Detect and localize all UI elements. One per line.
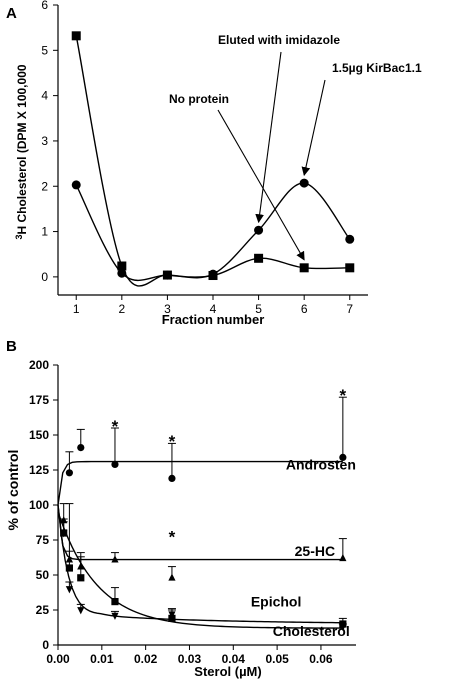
panel-b-cholesterol-point bbox=[60, 530, 68, 538]
panel-b-epichol-label: Epichol bbox=[251, 594, 302, 610]
panel-a-y-axis-label-text: H Cholesterol (DPM X 100,000 bbox=[15, 64, 29, 234]
panel-a-y-tick-label: 0 bbox=[41, 270, 48, 284]
panel-a-x-tick-label: 4 bbox=[210, 302, 217, 316]
panel-b-25-hc-point bbox=[168, 573, 176, 581]
panel-a-plot: Eluted with imidazole 1.5µg KirBac1.1 No p… bbox=[71, 31, 422, 287]
panel-b-x-tick-label: 0.04 bbox=[222, 652, 246, 666]
panel-b-significance-marker: * bbox=[340, 386, 347, 405]
panel-b-epichol-point bbox=[77, 574, 85, 582]
panel-a-annotation-arrow bbox=[217, 109, 305, 261]
panel-b-x-tick-label: 0.05 bbox=[265, 652, 289, 666]
panel-a-series-1-point bbox=[299, 178, 309, 188]
panel-a-series-2-point bbox=[117, 261, 127, 271]
panel-b-x-axis-label: Sterol (µM) bbox=[194, 664, 261, 679]
panel-b-y-tick-label: 50 bbox=[36, 568, 50, 582]
panel-a-y-tick-label: 1 bbox=[41, 225, 48, 239]
panel-b-epichol-point bbox=[65, 564, 73, 572]
panel-a-series-2-point bbox=[71, 31, 81, 41]
panel-b-epichol-fit-line bbox=[57, 511, 343, 629]
panel-b-plot: Androsten 25-HC Epichol Cholesterol * * * * bbox=[57, 386, 356, 639]
panel-b-cholesterol-point bbox=[77, 607, 85, 615]
panel-b-25-hc-label: 25-HC bbox=[295, 543, 335, 559]
panel-a-series-1-point bbox=[254, 225, 264, 235]
panel-b-axes: 0 25 50 75 100 125 150 175 200 0.00 0.01 0.02 0.03 0.… bbox=[29, 358, 356, 666]
panel-b-androsten-fit-line bbox=[57, 460, 343, 506]
panel-b-androsten-point bbox=[77, 444, 85, 452]
panel-a-y-tick-label: 2 bbox=[41, 179, 48, 193]
panel-b-androsten-point bbox=[339, 453, 347, 461]
panel-b-significance-marker: * bbox=[169, 432, 176, 451]
panel-b-cholesterol-point bbox=[65, 586, 73, 594]
panel-b-cholesterol-fit-line bbox=[57, 504, 343, 624]
panel-a-x-axis-label: Fraction number bbox=[162, 312, 265, 327]
panel-b-x-tick-label: 0.01 bbox=[90, 652, 114, 666]
panel-a-x-tick-label: 1 bbox=[73, 302, 80, 316]
panel-b-androsten-label: Androsten bbox=[286, 456, 356, 472]
panel-a-series-2-line bbox=[75, 35, 350, 287]
panel-b-cholesterol-point bbox=[111, 612, 119, 620]
panel-a-annotation-arrow bbox=[301, 79, 326, 176]
panel-a-y-tick-label: 6 bbox=[41, 0, 48, 12]
panel-a-series-2-point bbox=[299, 263, 309, 273]
panel-a-axes: 0 1 2 3 4 5 6 1 2 3 4 5 6 7 bbox=[41, 0, 368, 316]
panel-b-25-hc-fit-line bbox=[57, 504, 343, 561]
panel-b-x-tick-label: 0.03 bbox=[178, 652, 202, 666]
panel-b-y-tick-label: 150 bbox=[29, 428, 49, 442]
panel-b-cholesterol-point bbox=[168, 611, 176, 619]
panel-b-androsten-point bbox=[65, 469, 73, 477]
panel-b-androsten-point bbox=[168, 474, 176, 482]
panel-b-significance-marker: * bbox=[112, 417, 119, 436]
panel-b-25-hc-point bbox=[111, 555, 119, 563]
panel-a-x-tick-label: 3 bbox=[164, 302, 171, 316]
panel-b-y-tick-label: 175 bbox=[29, 393, 49, 407]
panel-a-series-2-point bbox=[345, 263, 355, 273]
panel-a-annotation-text: 1.5µg KirBac1.1 bbox=[332, 61, 422, 75]
panel-a-label: A bbox=[6, 5, 17, 22]
panel-a-y-tick-label: 3 bbox=[41, 134, 48, 148]
panel-a-series-2-point bbox=[162, 270, 172, 280]
panel-b-significance-marker: * bbox=[169, 527, 176, 546]
panel-b-y-axis-label: % of control bbox=[5, 450, 21, 531]
panel-a-series-1-point bbox=[71, 180, 81, 190]
panel-a-y-tick-label: 4 bbox=[41, 89, 48, 103]
panel-a-series-1-point bbox=[345, 234, 355, 244]
panel-b-x-tick-label: 0.02 bbox=[134, 652, 158, 666]
panel-a-x-tick-label: 6 bbox=[301, 302, 308, 316]
panel-a-x-tick-label: 7 bbox=[346, 302, 353, 316]
panel-b-androsten-point bbox=[111, 460, 119, 468]
panel-a-annotation-text: No protein bbox=[169, 92, 229, 106]
panel-b-y-tick-label: 100 bbox=[29, 498, 49, 512]
panel-b-25-hc-point bbox=[339, 553, 347, 562]
panel-b-y-tick-label: 25 bbox=[36, 603, 50, 617]
panel-a-y-axis-label-superscript: 3 bbox=[14, 235, 24, 240]
panel-b-label: B bbox=[6, 338, 17, 355]
panel-a-y-axis-label: 3H Cholesterol (DPM X 100,000 bbox=[14, 64, 29, 239]
panel-b-y-tick-label: 125 bbox=[29, 463, 49, 477]
panel-a-y-tick-label: 5 bbox=[41, 43, 48, 57]
panel-b-x-tick-label: 0.06 bbox=[309, 652, 333, 666]
panel-b-epichol-point bbox=[111, 598, 119, 606]
panel-b-y-tick-label: 75 bbox=[36, 533, 50, 547]
panel-a-series-2-point bbox=[208, 271, 218, 281]
panel-a-x-tick-label: 2 bbox=[118, 302, 125, 316]
panel-a-x-tick-label: 5 bbox=[255, 302, 262, 316]
panel-b-cholesterol-label: Cholesterol bbox=[273, 623, 350, 639]
panel-a-series-1-line bbox=[75, 182, 351, 282]
panel-b-cholesterol-point bbox=[339, 623, 347, 632]
panel-a-series-2-point bbox=[254, 253, 264, 263]
panel-a-annotation-text: Eluted with imidazole bbox=[218, 33, 340, 47]
panel-b-x-tick-label: 0.00 bbox=[46, 652, 70, 666]
panel-b-y-tick-label: 200 bbox=[29, 358, 49, 372]
panel-a-annotation-arrow bbox=[255, 51, 282, 224]
panel-b-y-tick-label: 0 bbox=[42, 638, 49, 652]
